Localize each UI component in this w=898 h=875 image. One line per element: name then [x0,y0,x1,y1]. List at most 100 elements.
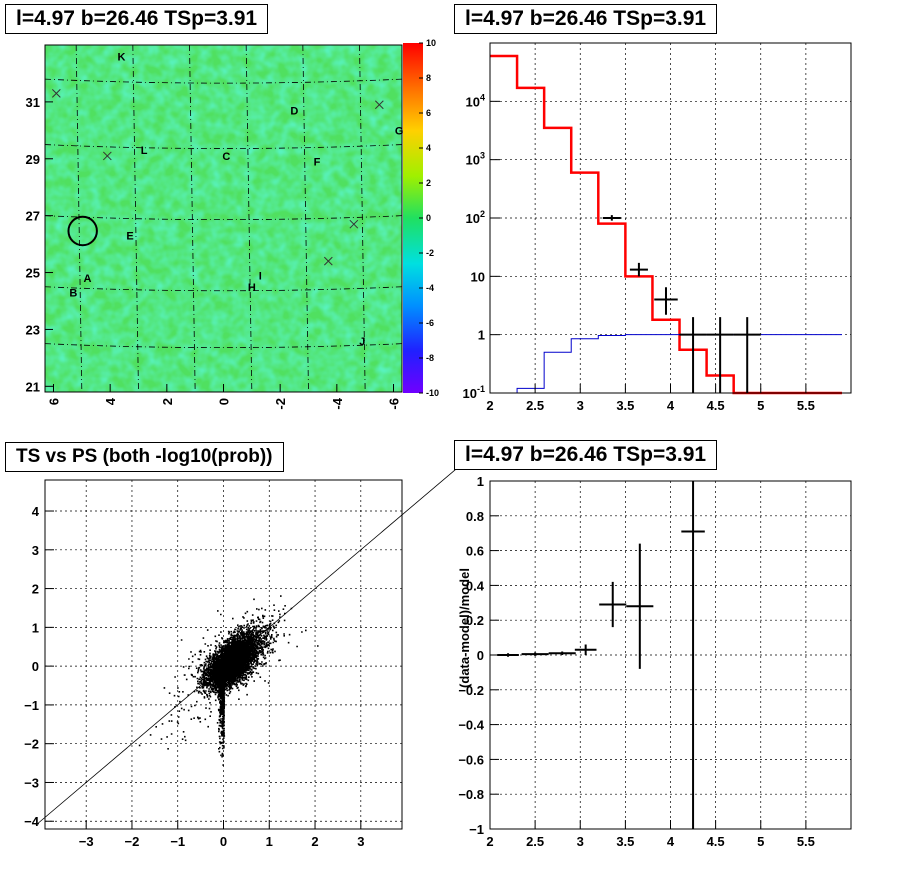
residual-axes: 2 2.5 3 3.5 4 4.5 5 5.5 −1 −0.8 −0.6 −0.4 −0.2 0 0.2 0.… [458,474,815,849]
skymap-grid-line [189,44,196,393]
source-cross-marker [374,100,384,110]
colorbar-tick-label: 10 [426,38,436,48]
x-tick-label: 2 [486,834,493,849]
x-tick-label: −3 [79,834,94,849]
y-tick-label: 31 [26,95,40,110]
data-point [629,262,648,277]
residual-point [548,651,576,655]
x-tick-label: 6 [47,398,62,405]
source-cross-marker [51,88,61,98]
colorbar-tick-label: -6 [426,318,434,328]
colorbar-tick-label: 4 [426,143,431,153]
tsps-axes: −3 −2 −1 0 1 2 3 −4 −3 −2 −1 0 1 2 3 4 [24,504,364,849]
residual-marks [497,481,705,829]
colorbar-tick-label: 2 [426,178,431,188]
target-position-circle [67,215,98,247]
x-tick-label: 4.5 [707,398,725,413]
y-tick-label: 10 [471,269,485,284]
y-tick-label: −1 [24,698,39,713]
data-point [706,317,734,393]
y-tick-label: 2 [32,582,39,597]
source-label: H [248,282,256,294]
y-tick-label: 0.6 [466,544,484,559]
skymap-overlay: K D G L C F E AB IH J [44,44,404,393]
y-tick-label: 25 [26,266,40,281]
residual-point [681,481,705,829]
residual-point [599,581,627,628]
skymap-grid-line [44,144,403,149]
x-tick-label: 4 [103,397,118,405]
x-tick-label: 5.5 [797,398,815,413]
skymap-grid-line [359,44,366,393]
y-tick-label: 21 [26,379,40,394]
x-tick-label: −1 [170,834,185,849]
y-tick-label: −0.2 [458,683,484,698]
x-tick-label: 2 [311,834,318,849]
residual-point [574,644,597,655]
data-point [733,317,761,393]
source-label: C [222,151,230,163]
x-tick-label: 4 [667,398,675,413]
x-tick-label: 5.5 [797,834,815,849]
source-label: G [395,125,404,137]
reference-line [35,440,490,826]
y-tick-label: 1 [478,328,485,343]
colorbar-tick-label: 6 [426,108,431,118]
x-tick-label: 4.5 [707,834,725,849]
y-tick-label: 1 [32,620,39,635]
x-tick-label: 5 [757,398,764,413]
skymap-grid-line [75,44,83,393]
tsps-grid [45,480,402,829]
source-label: B [69,287,77,299]
y-tick-label: 29 [26,152,40,167]
x-tick-label: -6 [387,398,402,410]
y-tick-label: 103 [466,151,485,168]
skymap-grid-line [44,286,403,292]
residual-title: l=4.97 b=26.46 TSp=3.91 [454,440,718,470]
colorbar-tick-label: 0 [426,213,431,223]
x-tick-label: 1 [266,834,273,849]
y-tick-label: 0.2 [466,613,484,628]
tsps-panel: −3 −2 −1 0 1 2 3 −4 −3 −2 −1 0 1 2 3 4 [24,440,490,849]
skymap-grid-line [44,215,403,221]
x-tick-label: -2 [273,398,288,410]
x-tick-label: 3 [577,398,584,413]
source-cross-marker [323,256,333,266]
colorbar-tick-label: -4 [426,283,434,293]
residual-panel: 2 2.5 3 3.5 4 4.5 5 5.5 −1 −0.8 −0.6 −0.4 −0.2 0 0.2 0.… [457,474,852,849]
source-label: A [84,273,92,285]
source-label: D [290,105,298,117]
skymap-texture [45,45,402,392]
tsps-title: TS vs PS (both -log10(prob)) [5,442,284,472]
spectrum-title: l=4.97 b=26.46 TSp=3.91 [454,4,718,34]
skymap-grid-line [44,78,403,84]
colorbar-tick-label: -2 [426,248,434,258]
y-tick-label: 104 [466,92,485,109]
y-tick-label: 23 [26,322,40,337]
source-label: E [126,231,133,243]
y-tick-label: 10-1 [463,384,485,401]
y-tick-label: 1 [477,474,484,489]
x-tick-label: 0 [220,834,227,849]
source-cross-marker [349,219,359,229]
y-tick-label: −3 [24,775,39,790]
colorbar [403,43,423,393]
x-tick-label: 3.5 [616,834,634,849]
y-tick-label: 27 [26,209,40,224]
x-tick-label: 3 [577,834,584,849]
tsps-marks [35,440,490,826]
skymap-title: l=4.97 b=26.46 TSp=3.91 [5,4,269,34]
y-tick-label: 0 [32,659,39,674]
x-tick-label: 4 [667,834,675,849]
y-tick-label: −0.8 [458,787,484,802]
skymap-grid-line [44,343,403,349]
x-tick-label: -4 [330,397,345,409]
y-tick-label: 102 [466,209,485,226]
x-tick-label: 2.5 [526,398,544,413]
skymap-panel: K D G L C F E AB IH J 6 4 2 0 -2 -4 -6 21 23 25 27 29 31 10 8 6… [26,38,439,410]
source-label: L [141,145,148,157]
y-tick-label: 3 [32,543,39,558]
x-tick-label: 3 [357,834,364,849]
y-tick-label: −1 [469,822,484,837]
